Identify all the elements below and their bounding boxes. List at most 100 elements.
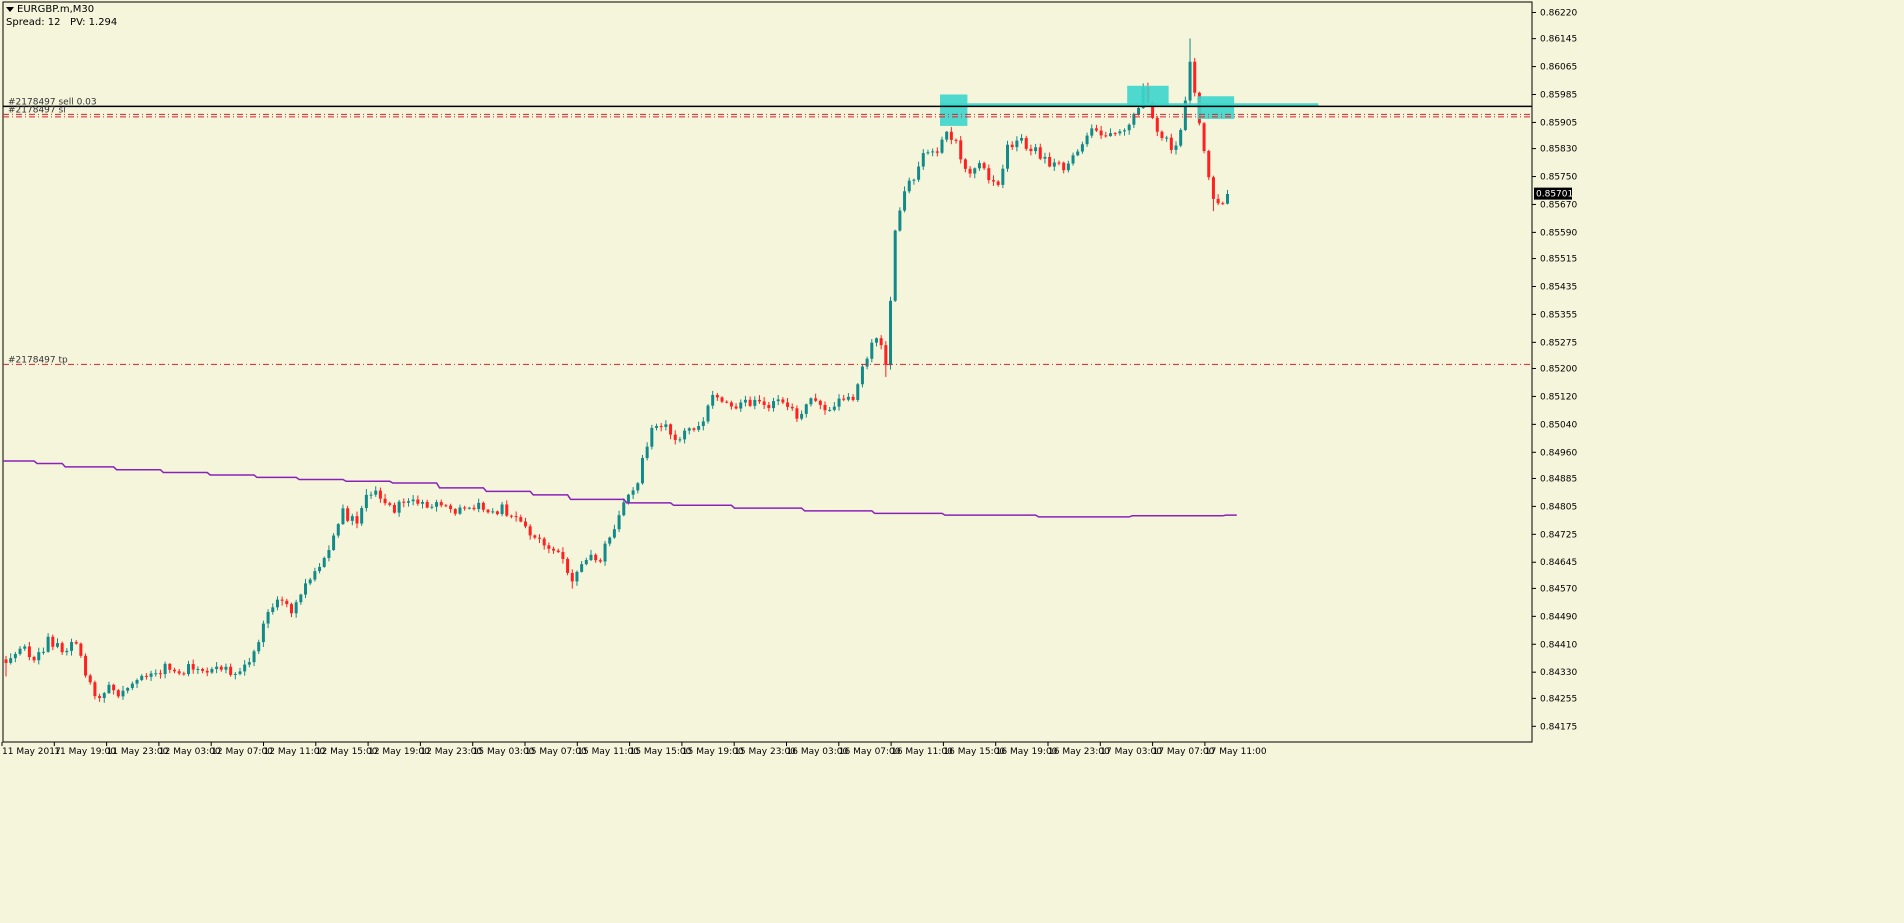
candle-bull [1080, 144, 1084, 152]
candle-bull [636, 483, 640, 491]
candle-bear [556, 550, 560, 553]
candle-bear [472, 507, 476, 510]
candle-bull [257, 642, 261, 652]
candle-bear [963, 159, 967, 169]
candle-bear [449, 505, 453, 510]
candle-bear [734, 406, 738, 409]
candle-bull [210, 669, 214, 673]
candle-bull [1183, 100, 1187, 130]
candle-bear [659, 426, 663, 428]
price-tick-label: 0.85985 [1540, 91, 1577, 101]
candle-bull [163, 663, 167, 675]
candle-bear [1038, 147, 1042, 159]
candle-bear [767, 404, 771, 409]
candle-bear [959, 140, 963, 160]
spread-text: Spread: 12 [6, 17, 61, 28]
candle-bull [252, 651, 256, 663]
candle-bull [940, 139, 944, 153]
candle-bull [500, 504, 504, 515]
candle-bull [271, 607, 275, 613]
time-tick-label: 17 May 03:00 [1100, 747, 1162, 757]
candle-bear [425, 502, 429, 508]
candle-bear [509, 515, 513, 517]
candle-bull [1034, 147, 1038, 152]
time-tick-label: 16 May 15:00 [943, 747, 1005, 757]
candle-bull [233, 673, 237, 675]
candle-bull [406, 501, 410, 503]
candle-bull [275, 599, 279, 608]
candle-bull [743, 399, 747, 403]
candle-bear [1211, 177, 1215, 199]
candle-bull [224, 666, 228, 670]
candle-bear [168, 663, 172, 670]
candle-bull [215, 666, 219, 670]
candle-bull [1071, 155, 1075, 164]
candle-bull [322, 558, 326, 567]
candle-bear [495, 511, 499, 515]
candle-bull [776, 399, 780, 402]
candle-bear [814, 398, 818, 401]
time-tick-label: 16 May 11:00 [891, 747, 953, 757]
candle-bear [1048, 156, 1052, 167]
time-tick-label: 15 May 07:00 [525, 747, 587, 757]
candle-bear [996, 181, 1000, 185]
candle-bull [1165, 137, 1169, 139]
candle-bear [182, 673, 186, 675]
candle-bear [1010, 144, 1014, 148]
candle-bear [51, 636, 55, 647]
candle-bear [416, 499, 420, 504]
candle-bull [154, 673, 158, 675]
candle-bear [229, 666, 233, 675]
candle-bear [851, 396, 855, 400]
candle-bull [130, 683, 134, 688]
candle-bull [893, 230, 897, 301]
candle-bull [584, 560, 588, 565]
time-tick-label: 15 May 23:00 [734, 747, 796, 757]
candle-bear [285, 600, 289, 605]
chart-info-label: Spread: 12 PV: 1.294 [6, 17, 117, 29]
candle-bear [112, 684, 116, 691]
candle-bull [55, 643, 59, 647]
candle-bull [1127, 124, 1131, 131]
candle-bull [664, 424, 668, 427]
candle-bull [126, 687, 130, 691]
candle-bull [421, 502, 425, 504]
candle-bull [1001, 168, 1005, 185]
candle-bull [327, 550, 331, 559]
candle-bear [1104, 135, 1108, 137]
candle-bull [435, 502, 439, 507]
candle-bull [631, 490, 635, 495]
candle-bear [561, 552, 565, 559]
candle-bear [84, 655, 88, 676]
candle-bear [1160, 131, 1164, 138]
candle-bull [772, 401, 776, 409]
candle-bull [46, 636, 50, 652]
price-tick-label: 0.85670 [1540, 200, 1577, 210]
candle-bull [846, 396, 850, 400]
moving-average-line [3, 460, 1237, 518]
collapse-triangle-icon[interactable] [6, 6, 14, 12]
candle-bull [678, 439, 682, 441]
price-tick-label: 0.86065 [1540, 63, 1577, 73]
price-tick-label: 0.85200 [1540, 365, 1577, 375]
candle-bear [205, 670, 209, 673]
candle-bull [397, 501, 401, 513]
candle-bear [60, 643, 64, 653]
candle-bear [982, 163, 986, 169]
candle-bear [98, 696, 102, 698]
candle-bear [383, 498, 387, 504]
candle-bear [669, 424, 673, 435]
candle-bear [823, 404, 827, 411]
candle-bear [762, 401, 766, 405]
candle-bull [360, 508, 364, 524]
candle-bear [725, 401, 729, 403]
candle-bull [336, 524, 340, 536]
candle-bull [655, 426, 659, 428]
candle-bear [289, 604, 293, 614]
candle-bull [589, 554, 593, 561]
candle-bull [1132, 113, 1136, 125]
candle-bear [444, 505, 448, 507]
candle-bull [809, 398, 813, 405]
candle-bull [18, 648, 22, 654]
